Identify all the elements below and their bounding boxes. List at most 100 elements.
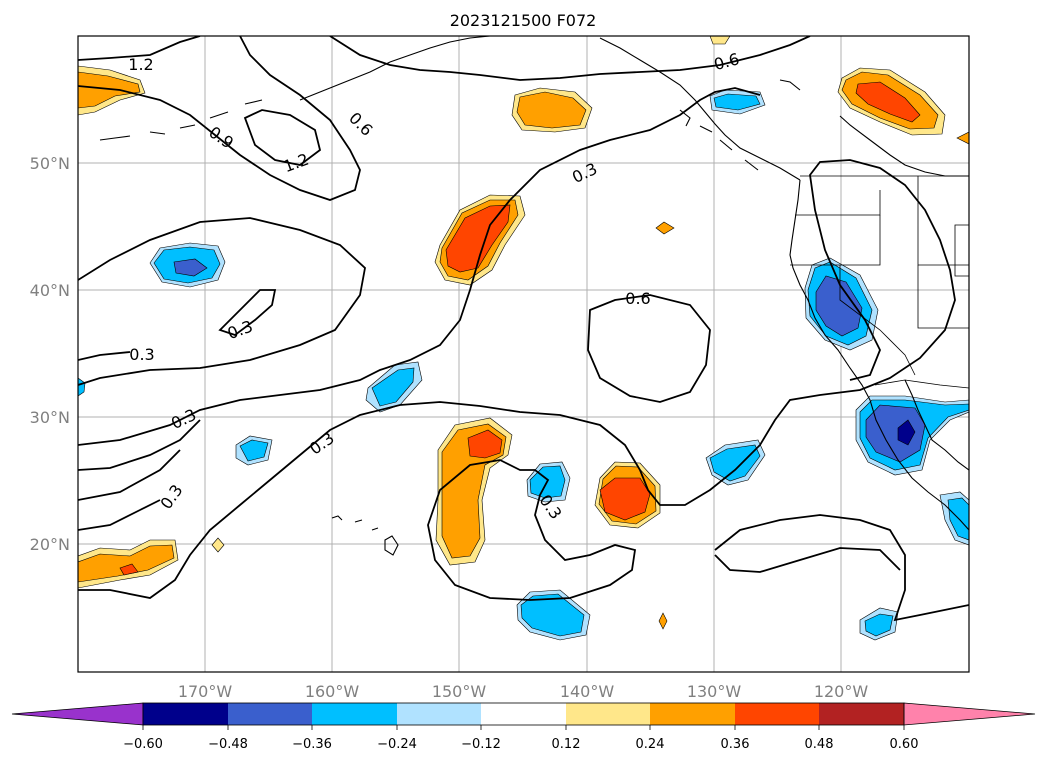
lat-label-30n: 30°N <box>30 408 70 427</box>
lon-label-170w: 170°W <box>178 682 233 701</box>
anomaly-speck-n-edge <box>709 36 731 45</box>
longitude-labels: 170°W 160°W 150°W 140°W 130°W 120°W <box>178 682 869 701</box>
map-frame <box>77 35 970 673</box>
contour-0-3-left <box>78 351 131 361</box>
map-background <box>78 36 969 672</box>
border-mexico <box>874 379 969 389</box>
latitude-labels: 50°N 40°N 30°N 20°N <box>30 154 70 554</box>
colorbar-swatch <box>819 703 904 725</box>
anomaly-patch-w-core <box>173 258 208 277</box>
lon-label-130w: 130°W <box>687 682 742 701</box>
contour-0-3-mid <box>78 217 366 386</box>
positive-shading <box>78 36 969 630</box>
contour-0-6-north <box>329 36 811 81</box>
anomaly-speck-sw-2 <box>211 537 225 553</box>
colorbar: −0.60 −0.48 −0.36 −0.24 −0.12 0.12 0.24 … <box>11 702 1036 752</box>
colorbar-tick-label: −0.24 <box>377 737 417 752</box>
lon-label-120w: 120°W <box>814 682 869 701</box>
colorbar-extend-low <box>11 702 144 726</box>
anomaly-patch-nw-core <box>78 71 141 109</box>
lon-label-140w: 140°W <box>560 682 615 701</box>
colorbar-extend-high <box>903 702 1036 726</box>
border-ca-nv <box>839 265 916 376</box>
lat-label-50n: 50°N <box>30 154 70 173</box>
contour-0-6-closed <box>587 294 711 403</box>
anomaly-patch-ne-coast-core <box>713 93 761 111</box>
lon-label-160w: 160°W <box>305 682 360 701</box>
coast-bc-islands <box>679 109 759 171</box>
colorbar-swatch <box>481 703 566 725</box>
anomaly-patch-hawaii-n-mid <box>441 423 507 559</box>
border-nv-az <box>917 265 969 329</box>
colorbar-tick-label: 0.36 <box>721 737 750 752</box>
anomaly-patch-gulf-core <box>445 204 511 273</box>
anomaly-patch-hawaii-n-core <box>467 429 503 459</box>
anomaly-patch-n-central-core <box>516 91 587 129</box>
colorbar-tick-label: −0.60 <box>123 737 163 752</box>
contour-0-3-sw <box>78 449 181 501</box>
colorbar-swatch <box>650 703 735 725</box>
colorbar-swatch <box>735 703 819 725</box>
anomaly-patch-se-small-core <box>864 613 894 637</box>
colorbar-swatch <box>143 703 228 725</box>
lat-label-20n: 20°N <box>30 535 70 554</box>
colorbar-swatch <box>397 703 481 725</box>
anomaly-patch-central-s-core <box>599 477 651 521</box>
contour-label: 0.3 <box>129 345 154 364</box>
coast-aleutians <box>99 99 263 141</box>
colorbar-tick-label: −0.48 <box>208 737 248 752</box>
contour-0-3-se <box>714 514 969 622</box>
colorbar-tick-label: −0.36 <box>292 737 332 752</box>
anomaly-patch-tropic-s-core <box>520 593 585 637</box>
contour-1-2-closed <box>243 109 322 166</box>
contour-label: 0.6 <box>625 289 650 308</box>
colorbar-swatch <box>566 703 650 725</box>
map-panel: 1.2 0.9 1.2 0.6 0.6 0.3 0.6 0.3 0.3 0.3 … <box>30 35 970 701</box>
lat-label-40n: 40°N <box>30 281 70 300</box>
anomaly-speck-central <box>655 221 675 235</box>
colorbar-tick-label: 0.12 <box>552 737 581 752</box>
coast-alaska-panhandle <box>599 37 801 181</box>
coast-ne-corner <box>779 79 969 177</box>
anomaly-patch-e-tropic-core <box>709 444 761 482</box>
border-or-ca <box>790 215 881 266</box>
border-id-mt <box>917 176 969 277</box>
anomaly-speck-central-s <box>658 612 668 630</box>
contour-0-3-hawaii <box>78 419 201 471</box>
colorbar-swatch <box>228 703 312 725</box>
contour-lines <box>78 36 969 622</box>
colorbar-tick-label: −0.12 <box>461 737 501 752</box>
anomaly-patch-california-core <box>815 275 863 337</box>
colorbar-ticks <box>142 725 905 730</box>
colorbar-swatch <box>312 703 397 725</box>
anomaly-patch-sw-core <box>78 544 175 583</box>
colorbar-frame <box>142 702 905 726</box>
coastlines <box>99 36 969 556</box>
coast-alaska-peninsula <box>299 36 491 101</box>
colorbar-tick-labels: −0.60 −0.48 −0.36 −0.24 −0.12 0.12 0.24 … <box>123 737 918 752</box>
lon-label-150w: 150°W <box>432 682 487 701</box>
contour-label: 1.2 <box>128 55 153 74</box>
map-title: 2023121500 F072 <box>450 11 597 30</box>
anomaly-speck-sw <box>119 563 139 576</box>
anomaly-speck-ne-edge <box>956 131 969 145</box>
coast-west-usa <box>789 179 969 531</box>
contour-0-9-nw <box>78 36 361 201</box>
contour-0-3-south <box>78 159 956 599</box>
state-borders <box>790 175 969 389</box>
contour-0-3-central <box>78 87 761 446</box>
anomaly-patch-baja-peak <box>897 419 916 446</box>
coast-baja-east <box>904 379 969 471</box>
anomaly-patch-subtrop-w-core <box>371 367 415 407</box>
contour-0-3-pacific-loop <box>427 459 637 601</box>
contour-0-3-lower-left <box>78 499 161 531</box>
anomaly-patch-ne-core <box>855 81 921 123</box>
colorbar-tick-label: 0.24 <box>636 737 665 752</box>
colorbar-tick-label: 0.60 <box>890 737 919 752</box>
anomaly-patch-subtrop-w2-core <box>239 439 269 462</box>
colorbar-tick-label: 0.48 <box>805 737 834 752</box>
contour-1-2-nw <box>78 36 201 61</box>
contour-0-3-small <box>218 289 277 337</box>
anomaly-patch-baja-core <box>865 404 926 463</box>
